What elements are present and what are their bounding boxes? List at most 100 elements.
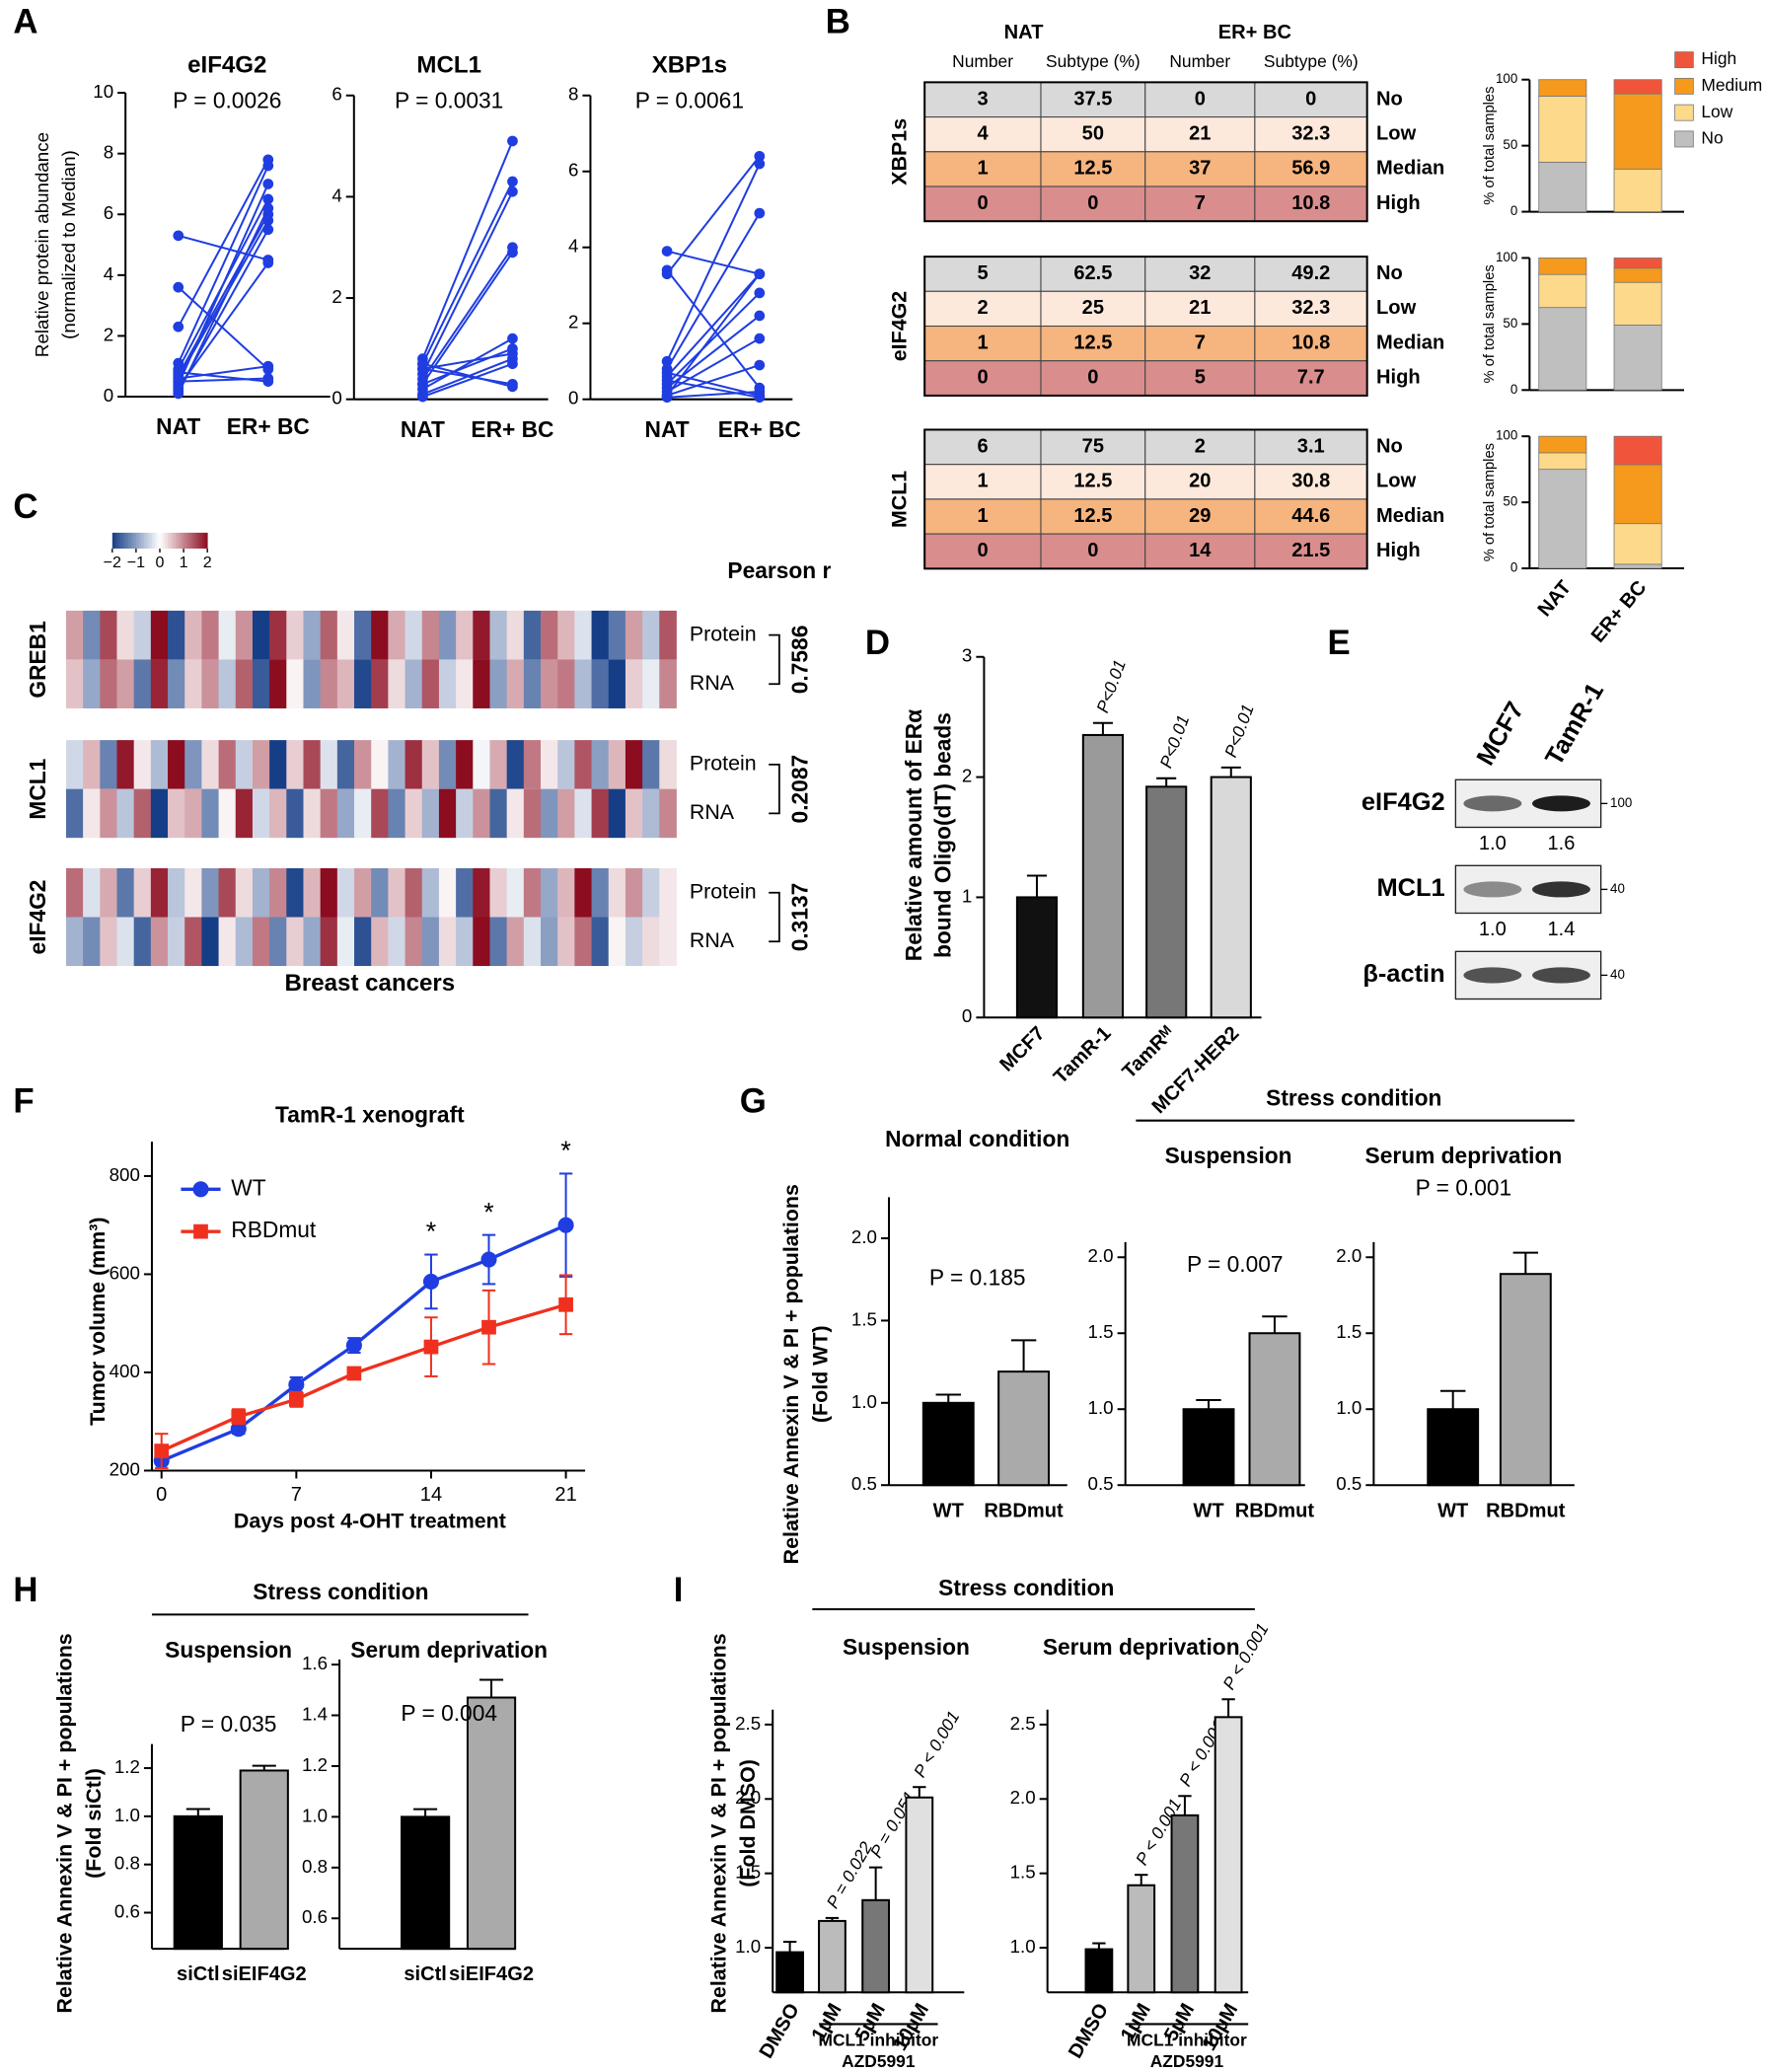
heatmap-cell <box>303 788 322 839</box>
pair-line <box>666 212 761 370</box>
y-tick-label: 2 <box>568 312 578 333</box>
point <box>417 378 428 390</box>
heatmap-cell <box>336 659 355 708</box>
table-value: 7.7 <box>1297 367 1325 389</box>
p-value: P = 0.035 <box>181 1711 277 1737</box>
heatmap-cell <box>235 740 254 789</box>
table-row-label: No <box>1376 262 1403 284</box>
point <box>422 1273 439 1290</box>
bar <box>1170 1813 1200 1994</box>
table-value: 25 <box>1082 297 1104 319</box>
x-tick-label: 0 <box>156 1484 167 1506</box>
y-tick-label: 4 <box>104 263 113 284</box>
point <box>557 1217 574 1233</box>
y-tick-label: 6 <box>568 160 578 181</box>
heatmap-cell <box>557 788 575 839</box>
heatmap-cell <box>388 610 405 660</box>
bar <box>997 1370 1051 1487</box>
blot-band <box>1532 881 1590 898</box>
colorbar-cell <box>191 532 195 549</box>
heatmap-cell <box>659 917 677 967</box>
point <box>262 193 274 205</box>
table-cell <box>1254 256 1368 292</box>
y-tick-label: 1.0 <box>302 1805 328 1825</box>
heatmap-cell <box>286 740 304 789</box>
heatmap-cell <box>269 788 287 839</box>
table-cell <box>923 81 1042 118</box>
blot-band <box>1532 795 1590 812</box>
point <box>507 185 518 197</box>
table-subheader: Subtype (%) <box>1046 51 1141 71</box>
row-label: RNA <box>690 671 735 695</box>
colorbar-cell <box>127 532 131 549</box>
pair-line <box>666 364 761 397</box>
heatmap-cell <box>354 740 372 789</box>
heatmap-cell <box>642 917 660 967</box>
colorbar-cell <box>151 532 156 549</box>
heatmap-cell <box>523 740 542 789</box>
bar <box>1145 785 1188 1019</box>
heatmap-cell <box>473 867 490 918</box>
heatmap-cell <box>438 659 457 708</box>
table-value: 0 <box>1305 88 1316 110</box>
heatmap-cell <box>456 788 474 839</box>
bar-segment <box>1538 258 1587 275</box>
gene-label: MCL1 <box>25 758 50 819</box>
heatmap-cell <box>320 740 338 789</box>
colorbar-cell <box>111 532 115 549</box>
table-value: 10.8 <box>1291 332 1330 353</box>
pair-line <box>421 247 514 380</box>
point <box>661 268 673 280</box>
pair-line <box>177 165 269 364</box>
x-tick-label: NAT <box>401 416 445 442</box>
heatmap-cell <box>625 917 643 967</box>
x-tick-label: siEIF4G2 <box>449 1963 534 1985</box>
colorbar-cell <box>168 532 172 549</box>
y-tick-label: 10 <box>93 81 113 102</box>
chart-title: TamR-1 xenograft <box>275 1102 465 1128</box>
point <box>262 258 274 268</box>
heatmap-cell <box>150 788 169 839</box>
table-subheader: Subtype (%) <box>1264 51 1359 71</box>
heatmap-cell <box>235 610 254 660</box>
colorbar-cell <box>157 532 161 549</box>
table-cell <box>1040 533 1146 569</box>
heatmap-cell <box>642 867 660 918</box>
heatmap-cell <box>320 659 338 708</box>
pair-line <box>666 269 761 389</box>
table-value: 1 <box>977 471 988 492</box>
table-cell <box>1040 151 1146 187</box>
heatmap-cell <box>320 917 338 967</box>
table-subheader: Number <box>1169 51 1230 71</box>
heatmap-cell <box>405 867 423 918</box>
heatmap-cell <box>354 659 372 708</box>
heatmap-cell <box>286 659 304 708</box>
row-label: Protein <box>690 752 757 776</box>
p-value: P = 0.004 <box>401 1700 497 1726</box>
legend-label: No <box>1701 128 1723 148</box>
pearson-r: 0.3137 <box>787 883 813 952</box>
heatmap-cell <box>252 867 270 918</box>
table-row-label: Median <box>1376 505 1444 527</box>
heatmap-cell <box>201 610 219 660</box>
heatmap-cell <box>388 659 405 708</box>
colorbar-cell <box>184 532 187 549</box>
heatmap-cell <box>371 788 389 839</box>
bar-segment <box>1538 307 1587 391</box>
table-value: 12.5 <box>1073 505 1112 527</box>
y-tick-label: 1.5 <box>1088 1321 1114 1342</box>
point <box>507 381 518 393</box>
heatmap-cell <box>473 610 490 660</box>
heatmap-cell <box>591 740 610 789</box>
heatmap-cell <box>354 788 372 839</box>
y-tick-label: 0 <box>1510 203 1517 218</box>
heatmap-cell <box>489 740 508 789</box>
table-subheader: Number <box>952 51 1013 71</box>
colorbar-cell <box>143 532 148 549</box>
heatmap-cell <box>489 788 508 839</box>
group-header: Stress condition <box>938 1575 1114 1600</box>
point <box>754 333 766 344</box>
table-value: 62.5 <box>1073 262 1112 284</box>
heatmap-cell <box>201 917 219 967</box>
group-header: Stress condition <box>1266 1084 1441 1110</box>
